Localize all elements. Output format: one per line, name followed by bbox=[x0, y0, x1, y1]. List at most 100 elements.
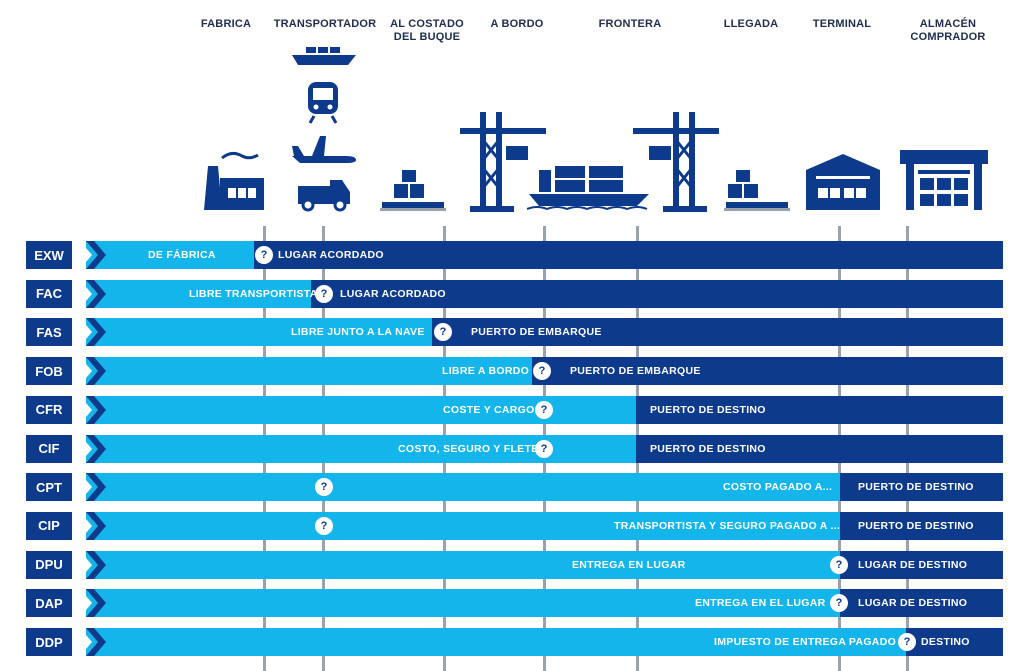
seller-obligation-label: COSTE Y CARGO bbox=[443, 403, 535, 416]
chevron-right-icon bbox=[72, 511, 92, 540]
buyer-location-label: LUGAR ACORDADO bbox=[278, 249, 384, 261]
chevron-right-icon bbox=[86, 473, 106, 502]
buyer-location-label: PUERTO DE EMBARQUE bbox=[471, 326, 602, 339]
question-marker-icon: ? bbox=[830, 594, 848, 613]
incoterm-code: FAS bbox=[26, 318, 72, 347]
buyer-location-label: PUERTO DE DESTINO bbox=[858, 519, 974, 532]
chevron-right-icon bbox=[72, 318, 92, 347]
chevron-right-icon bbox=[72, 279, 92, 308]
incoterm-code: CFR bbox=[26, 395, 72, 424]
chevron-right-icon bbox=[86, 395, 106, 424]
question-marker-icon: ? bbox=[255, 246, 273, 264]
incoterm-code: FOB bbox=[26, 357, 72, 386]
factory-icon bbox=[204, 151, 264, 210]
incoterm-row-dpu: DPU ENTREGA EN LUGAR? LUGAR DE DESTINO bbox=[26, 550, 1003, 579]
chevron-right-icon bbox=[72, 357, 92, 386]
train-icon bbox=[308, 82, 338, 124]
truck-icon bbox=[298, 180, 350, 212]
chevron-right-icon bbox=[72, 589, 92, 618]
pallet-boxes-icon bbox=[382, 170, 444, 210]
seller-segment bbox=[86, 628, 906, 656]
buyer-location-label: LUGAR DE DESTINO bbox=[858, 558, 968, 571]
seller-obligation-label: ENTREGA EN LUGAR bbox=[572, 558, 686, 571]
column-label-almacen-comprador: ALMACÉN COMPRADOR bbox=[910, 18, 986, 43]
column-label-al-costado-del-buque: AL COSTADO DEL BUQUE bbox=[390, 18, 464, 43]
buyer-location-label: PUERTO DE DESTINO bbox=[650, 442, 766, 455]
incoterm-row-dap: DAP ENTREGA EN EL LUGAR? LUGAR DE DESTINO bbox=[26, 589, 1003, 618]
seller-obligation-label: IMPUESTO DE ENTREGA PAGADO bbox=[714, 636, 897, 648]
buyer-segment bbox=[840, 550, 1003, 579]
incoterm-code: CIP bbox=[26, 511, 72, 540]
seller-segment bbox=[86, 589, 840, 618]
incoterm-code: EXW bbox=[26, 241, 72, 269]
seller-obligation-label: LIBRE TRANSPORTISTA bbox=[189, 287, 318, 300]
column-label-frontera: FRONTERA bbox=[598, 18, 662, 30]
chevron-right-icon bbox=[72, 395, 92, 424]
buyer-location-label: PUERTO DE EMBARQUE bbox=[570, 365, 701, 378]
container-ship-icon bbox=[527, 166, 649, 210]
chevron-right-icon bbox=[72, 434, 92, 463]
incoterm-row-cpt: CPT COSTO PAGADO A...? PUERTO DE DESTINO bbox=[26, 473, 1003, 502]
seller-obligation-label: TRANSPORTISTA Y SEGURO PAGADO A ... bbox=[614, 519, 841, 532]
incoterm-row-exw: EXW DE FÁBRICA? LUGAR ACORDADO bbox=[26, 241, 1003, 269]
seller-obligation-label: LIBRE JUNTO A LA NAVE bbox=[291, 326, 425, 339]
seller-segment bbox=[86, 241, 254, 269]
seller-obligation-label: COSTO PAGADO A... bbox=[723, 481, 833, 494]
buyer-segment bbox=[636, 395, 1003, 424]
chevron-right-icon bbox=[86, 434, 106, 463]
buyer-location-label: LUGAR ACORDADO bbox=[340, 287, 446, 300]
incoterm-row-cip: CIP TRANSPORTISTA Y SEGURO PAGADO A ...? P… bbox=[26, 511, 1003, 540]
buyer-segment bbox=[254, 241, 1003, 269]
incoterm-code: CPT bbox=[26, 473, 72, 502]
buyer-segment bbox=[840, 511, 1003, 540]
buyer-location-label: LUGAR DE DESTINO bbox=[858, 597, 968, 610]
column-label-fabrica: FABRICA bbox=[200, 18, 252, 30]
seller-segment bbox=[86, 434, 636, 463]
question-marker-icon: ? bbox=[315, 284, 333, 303]
buyer-segment bbox=[840, 589, 1003, 618]
seller-segment bbox=[86, 318, 432, 347]
question-marker-icon: ? bbox=[315, 516, 333, 535]
buyer-location-label: PUERTO DE DESTINO bbox=[858, 481, 974, 494]
column-label-terminal: TERMINAL bbox=[812, 18, 872, 30]
chevron-right-icon bbox=[72, 473, 92, 502]
pallet-boxes-icon bbox=[726, 170, 788, 210]
seller-segment bbox=[86, 357, 532, 386]
question-marker-icon: ? bbox=[898, 633, 916, 651]
column-label-transportador: TRANSPORTADOR bbox=[273, 18, 377, 30]
chevron-right-icon bbox=[86, 241, 106, 269]
buyer-segment bbox=[840, 473, 1003, 502]
seller-segment bbox=[86, 473, 840, 502]
chevron-right-icon bbox=[86, 628, 106, 656]
incoterm-row-fob: FOB LIBRE A BORDO? PUERTO DE EMBARQUE bbox=[26, 357, 1003, 386]
incoterm-row-cfr: CFR COSTE Y CARGO? PUERTO DE DESTINO bbox=[26, 395, 1003, 424]
question-marker-icon: ? bbox=[535, 400, 553, 419]
buyer-segment bbox=[311, 279, 1003, 308]
buyer-location-label: PUERTO DE DESTINO bbox=[650, 403, 766, 416]
incoterm-row-fas: FAS LIBRE JUNTO A LA NAVE? PUERTO DE EMBAR… bbox=[26, 318, 1003, 347]
incoterm-code: CIF bbox=[26, 434, 72, 463]
question-marker-icon: ? bbox=[535, 439, 553, 458]
buyer-warehouse-icon bbox=[900, 150, 988, 210]
question-marker-icon: ? bbox=[315, 478, 333, 497]
seller-segment bbox=[86, 511, 840, 540]
cargo-ship-icon bbox=[292, 47, 356, 65]
seller-segment bbox=[86, 395, 636, 424]
buyer-segment bbox=[432, 318, 1003, 347]
seller-obligation-label: ENTREGA EN EL LUGAR bbox=[695, 597, 826, 610]
buyer-segment bbox=[532, 357, 1003, 386]
chevron-right-icon bbox=[72, 628, 92, 656]
buyer-segment bbox=[636, 434, 1003, 463]
chevron-right-icon bbox=[86, 357, 106, 386]
chevron-right-icon bbox=[72, 241, 92, 269]
buyer-segment bbox=[906, 628, 1003, 656]
seller-obligation-label: LIBRE A BORDO bbox=[442, 365, 530, 378]
port-crane-icon bbox=[460, 112, 546, 212]
seller-obligation-label: COSTO, SEGURO Y FLETE bbox=[398, 442, 539, 455]
question-marker-icon: ? bbox=[533, 362, 551, 381]
buyer-location-label: DESTINO bbox=[921, 636, 970, 648]
column-label-a-bordo: A BORDO bbox=[490, 18, 544, 30]
terminal-warehouse-icon bbox=[806, 154, 880, 210]
chevron-right-icon bbox=[72, 550, 92, 579]
